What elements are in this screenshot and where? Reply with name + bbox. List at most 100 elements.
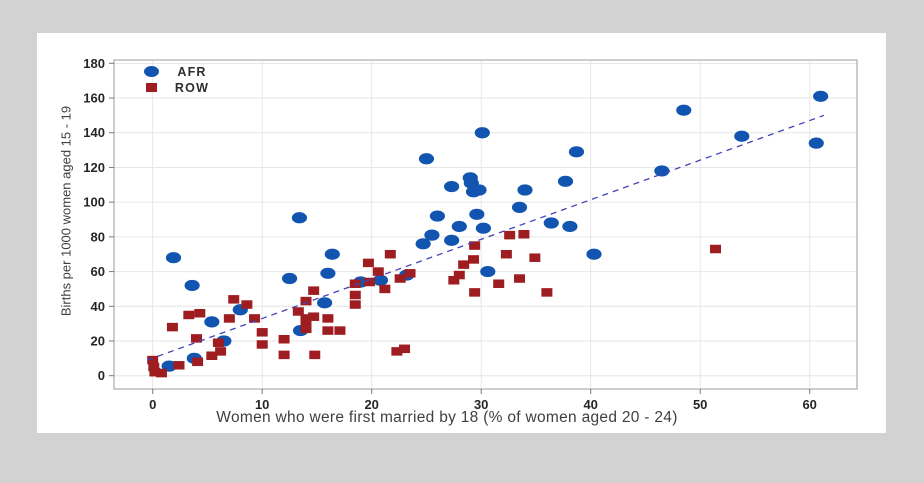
data-point-row[interactable] <box>399 344 411 354</box>
data-point-afr[interactable] <box>317 297 333 309</box>
data-point-afr[interactable] <box>184 279 200 292</box>
data-point-row[interactable] <box>334 326 346 335</box>
data-point-afr[interactable] <box>429 210 445 222</box>
data-point-afr[interactable] <box>469 208 485 220</box>
data-point-afr[interactable] <box>471 184 487 196</box>
data-point-row[interactable] <box>173 361 185 370</box>
y-axis-title: Births per 1000 women aged 15 - 19 <box>58 105 74 317</box>
data-point-row[interactable] <box>458 260 470 269</box>
legend-label-row: ROW <box>174 80 210 95</box>
data-point-afr[interactable] <box>444 234 460 246</box>
data-point-afr[interactable] <box>474 127 490 139</box>
data-point-row[interactable] <box>469 241 481 250</box>
data-point-row[interactable] <box>372 267 384 276</box>
data-point-row[interactable] <box>228 295 240 304</box>
data-point-row[interactable] <box>453 270 465 280</box>
data-point-afr[interactable] <box>320 267 336 279</box>
data-point-row[interactable] <box>541 288 553 297</box>
data-point-row[interactable] <box>391 347 403 356</box>
data-point-afr[interactable] <box>586 248 602 260</box>
data-point-row[interactable] <box>166 322 178 332</box>
data-point-afr[interactable] <box>475 222 491 234</box>
data-point-afr[interactable] <box>734 130 750 142</box>
data-point-row[interactable] <box>468 255 480 264</box>
y-tick-label: 140 <box>83 125 105 140</box>
data-point-afr[interactable] <box>543 217 559 229</box>
data-point-afr[interactable] <box>415 238 431 250</box>
data-point-row[interactable] <box>500 249 512 259</box>
data-point-row[interactable] <box>183 310 195 320</box>
x-tick-label: 50 <box>693 397 707 412</box>
data-point-row[interactable] <box>147 355 159 365</box>
data-point-afr[interactable] <box>204 316 220 328</box>
data-point-afr[interactable] <box>444 180 460 193</box>
data-point-row[interactable] <box>710 244 722 254</box>
data-point-row[interactable] <box>148 362 160 372</box>
data-point-row[interactable] <box>149 367 161 377</box>
data-point-row[interactable] <box>278 335 290 344</box>
data-point-afr[interactable] <box>480 265 496 278</box>
data-point-row[interactable] <box>349 279 361 288</box>
data-point-row[interactable] <box>322 314 334 323</box>
data-point-row[interactable] <box>448 276 460 285</box>
data-point-afr[interactable] <box>654 165 670 177</box>
data-point-row[interactable] <box>362 258 374 268</box>
data-point-row[interactable] <box>194 308 206 318</box>
data-point-row[interactable] <box>322 326 334 335</box>
y-tick-label: 180 <box>83 56 105 71</box>
data-point-row[interactable] <box>256 328 268 337</box>
data-point-row[interactable] <box>249 314 261 323</box>
data-point-row[interactable] <box>191 334 202 343</box>
data-point-afr[interactable] <box>676 104 692 116</box>
data-point-row[interactable] <box>493 279 505 288</box>
data-point-row[interactable] <box>215 347 227 356</box>
data-point-afr[interactable] <box>451 220 467 233</box>
data-point-row[interactable] <box>469 288 481 297</box>
data-point-row[interactable] <box>308 312 320 321</box>
data-point-row[interactable] <box>308 286 320 295</box>
data-point-row[interactable] <box>364 277 376 287</box>
data-point-afr[interactable] <box>281 272 298 285</box>
data-point-afr[interactable] <box>813 90 829 102</box>
data-point-afr[interactable] <box>291 212 308 224</box>
data-point-row[interactable] <box>223 314 235 323</box>
data-point-afr[interactable] <box>568 146 585 158</box>
data-point-row[interactable] <box>292 307 304 316</box>
data-point-row[interactable] <box>384 249 396 259</box>
data-point-row[interactable] <box>192 357 204 367</box>
data-point-row[interactable] <box>518 230 530 239</box>
data-point-row[interactable] <box>212 338 224 347</box>
data-point-afr[interactable] <box>418 153 435 165</box>
y-tick-label: 20 <box>91 333 105 348</box>
data-point-row[interactable] <box>514 274 526 283</box>
data-point-row[interactable] <box>256 340 268 349</box>
data-point-row[interactable] <box>300 296 312 306</box>
scatter-plot: 0 10 20 30 40 50 60 0 20 40 60 80 100 120 140 160 180 <box>83 56 858 412</box>
data-point-row[interactable] <box>278 350 290 360</box>
data-point-row[interactable] <box>349 300 361 309</box>
data-point-afr[interactable] <box>808 137 824 149</box>
data-point-row[interactable] <box>206 351 218 360</box>
data-point-afr[interactable] <box>165 252 182 264</box>
data-point-afr[interactable] <box>557 175 574 187</box>
data-point-row[interactable] <box>504 230 516 240</box>
legend-item-afr[interactable]: AFR <box>139 64 221 79</box>
data-point-afr[interactable] <box>324 248 340 260</box>
data-point-afr[interactable] <box>562 220 578 233</box>
data-point-afr[interactable] <box>424 229 440 241</box>
data-point-row[interactable] <box>394 274 406 283</box>
afr-circle-marker-icon <box>143 66 159 77</box>
data-point-afr[interactable] <box>511 201 528 213</box>
data-point-row[interactable] <box>349 290 361 300</box>
data-point-row[interactable] <box>155 368 167 378</box>
plot-border <box>113 59 858 390</box>
data-point-row[interactable] <box>404 269 416 278</box>
data-point-row[interactable] <box>300 314 312 323</box>
data-point-afr[interactable] <box>517 184 533 196</box>
legend-item-row[interactable]: ROW <box>139 80 221 95</box>
data-point-row[interactable] <box>241 300 253 309</box>
data-point-row[interactable] <box>529 253 541 262</box>
data-point-row[interactable] <box>309 350 321 360</box>
data-point-row[interactable] <box>379 284 391 294</box>
data-point-row[interactable] <box>300 324 312 334</box>
